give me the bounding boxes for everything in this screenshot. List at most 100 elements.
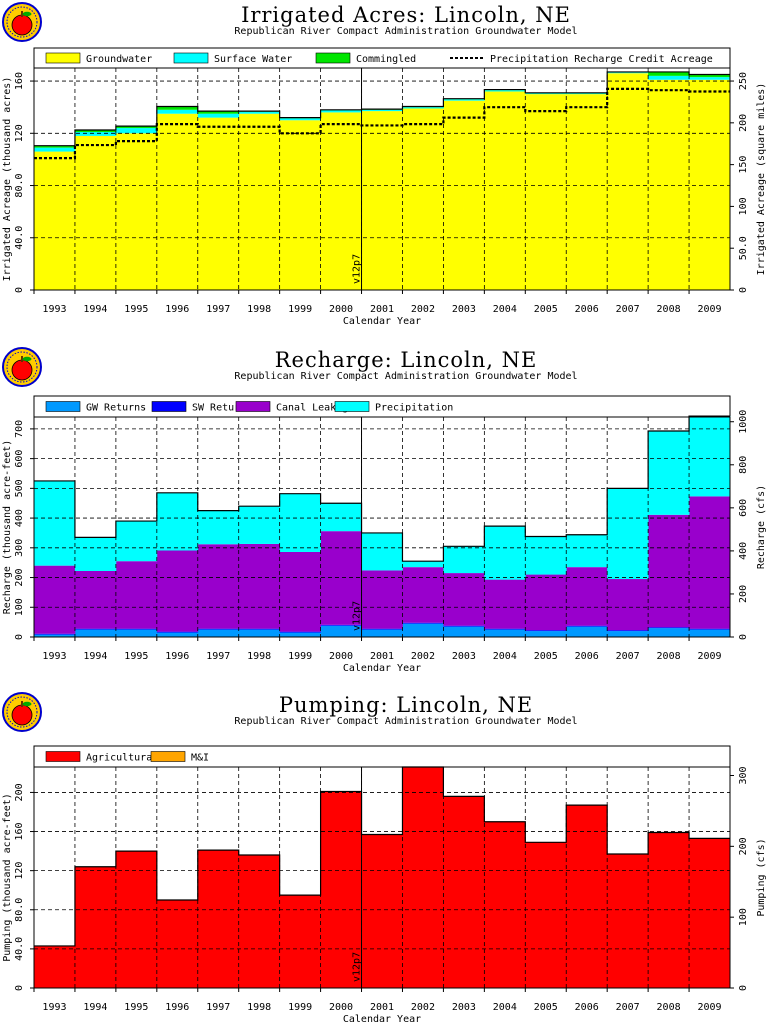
x-tick-label: 2006 xyxy=(575,651,599,662)
x-tick-label: 1998 xyxy=(247,1002,271,1013)
bar-segment xyxy=(34,565,76,634)
bar-segment xyxy=(402,622,444,624)
y2-tick-label: 300 xyxy=(738,766,749,784)
bar-segment xyxy=(115,133,158,290)
y2-tick-label: 200 xyxy=(738,585,749,603)
bar-segment xyxy=(443,626,485,637)
bar-segment xyxy=(238,855,281,988)
bar-segment xyxy=(115,851,158,988)
y-tick-label: 40.0 xyxy=(14,937,25,961)
bar-segment xyxy=(115,628,158,630)
y-tick-label: 0 xyxy=(14,287,25,293)
x-tick-label: 1995 xyxy=(124,304,148,315)
recharge-panel: Recharge: Lincoln, NE Republican River C… xyxy=(0,345,768,685)
bar-segment xyxy=(525,574,567,631)
bar-segment xyxy=(484,629,526,637)
y-tick-label: 100 xyxy=(14,598,25,616)
bar-segment xyxy=(279,632,321,637)
bar-segment xyxy=(197,117,240,291)
bar-segment xyxy=(320,791,362,988)
x-tick-label: 1998 xyxy=(247,651,271,662)
x-tick-label: 2002 xyxy=(411,304,435,315)
bar-segment xyxy=(34,151,76,290)
x-tick-label: 2001 xyxy=(370,651,394,662)
bar-segment xyxy=(156,550,199,632)
bar-segment xyxy=(197,850,240,988)
y-tick-label: 400 xyxy=(14,509,25,527)
legend-label: Groundwater xyxy=(86,54,152,65)
legend-label: M&I xyxy=(191,753,209,764)
bar-segment xyxy=(74,130,117,132)
x-tick-label: 1997 xyxy=(206,304,230,315)
bar-segment xyxy=(279,551,321,632)
bar-segment xyxy=(566,93,608,95)
y-tick-label: 0 xyxy=(14,985,25,991)
bar-segment xyxy=(115,521,158,562)
bar-segment xyxy=(484,579,526,629)
bar-segment xyxy=(361,629,403,637)
x-tick-label: 2000 xyxy=(329,651,353,662)
chart-title: Pumping: Lincoln, NE xyxy=(278,693,534,717)
bar-segment xyxy=(238,113,281,291)
x-tick-label: 1994 xyxy=(83,651,107,662)
x-tick-label: 2004 xyxy=(493,304,517,315)
y-axis-label: Pumping (thousand acre-feet) xyxy=(2,793,13,962)
bar-segment xyxy=(34,145,76,148)
x-tick-label: 2001 xyxy=(370,304,394,315)
bar-segment xyxy=(74,628,117,630)
version-annotation: v12p7 xyxy=(352,952,363,982)
bar-segment xyxy=(402,623,444,637)
y2-tick-label: 0 xyxy=(738,985,749,991)
legend-swatch xyxy=(45,751,81,762)
bar-segment xyxy=(197,113,240,118)
recharge-chart: v12p7 0 100 200 300 400 500 600 700 0 200 400 600 800… xyxy=(2,395,767,674)
x-tick-label: 2008 xyxy=(657,651,681,662)
chart-title: Recharge: Lincoln, NE xyxy=(274,348,538,372)
bar-segment xyxy=(689,629,731,637)
y-tick-label: 700 xyxy=(14,420,25,438)
bar-segment xyxy=(566,534,608,568)
bar-segment xyxy=(238,543,281,629)
irrigated-acres-panel: Irrigated Acres: Lincoln, NE Republican … xyxy=(0,0,768,340)
y2-tick-label: 250 xyxy=(738,72,749,90)
bar-segment xyxy=(525,842,567,988)
x-tick-label: 2007 xyxy=(616,1002,640,1013)
bar-segment xyxy=(197,628,240,630)
x-tick-label: 1997 xyxy=(206,651,230,662)
bar-segment xyxy=(115,128,158,134)
bar-segment xyxy=(648,79,690,290)
legend-label: Agricultural xyxy=(86,753,158,764)
bar-segment xyxy=(443,99,485,101)
legend-swatch xyxy=(45,401,81,412)
x-tick-label: 2000 xyxy=(329,1002,353,1013)
bar-segment xyxy=(320,503,362,532)
bar-segment xyxy=(566,805,608,988)
legend-swatch xyxy=(315,52,351,64)
bar-segment xyxy=(689,416,731,497)
bar-segment xyxy=(238,629,281,637)
bar-segment xyxy=(115,629,158,637)
bar-segment xyxy=(402,567,444,623)
bar-segment xyxy=(525,536,567,575)
bar-segment xyxy=(156,631,199,633)
bar-segment xyxy=(525,631,567,637)
y-tick-label: 120 xyxy=(14,124,25,142)
y2-tick-label: 50.0 xyxy=(738,236,749,260)
bar-segment xyxy=(484,526,526,580)
bar-segment xyxy=(607,488,649,580)
x-tick-label: 1993 xyxy=(42,1002,66,1013)
bar-segment xyxy=(402,767,444,988)
chart-subtitle: Republican River Compact Administration … xyxy=(234,716,578,727)
bar-segment xyxy=(156,899,199,988)
x-tick-label: 1994 xyxy=(83,1002,107,1013)
version-annotation: v12p7 xyxy=(352,254,363,284)
chart-subtitle: Republican River Compact Administration … xyxy=(234,26,578,37)
bar-segment xyxy=(156,492,199,551)
x-tick-label: 2007 xyxy=(616,651,640,662)
x-tick-label: 2009 xyxy=(697,651,721,662)
bar-segment xyxy=(566,626,608,637)
y2-tick-label: 200 xyxy=(738,837,749,855)
x-tick-label: 1999 xyxy=(288,1002,312,1013)
x-tick-label: 2001 xyxy=(370,1002,394,1013)
bar-segment xyxy=(689,628,731,630)
